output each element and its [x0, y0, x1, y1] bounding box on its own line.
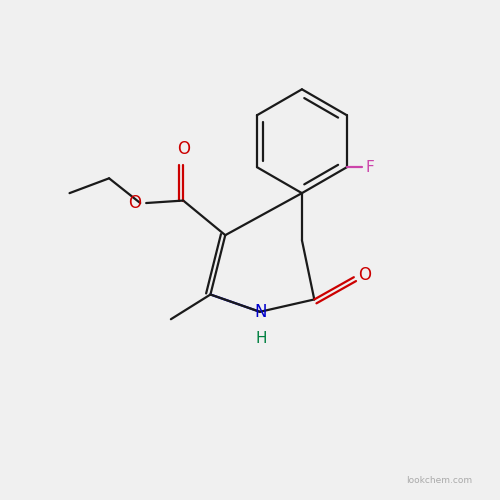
Text: F: F	[365, 160, 374, 174]
Text: O: O	[358, 266, 371, 283]
Text: H: H	[255, 330, 266, 345]
Text: N: N	[254, 303, 267, 321]
Text: O: O	[177, 140, 190, 158]
Text: lookchem.com: lookchem.com	[406, 476, 472, 485]
Text: O: O	[128, 194, 141, 212]
